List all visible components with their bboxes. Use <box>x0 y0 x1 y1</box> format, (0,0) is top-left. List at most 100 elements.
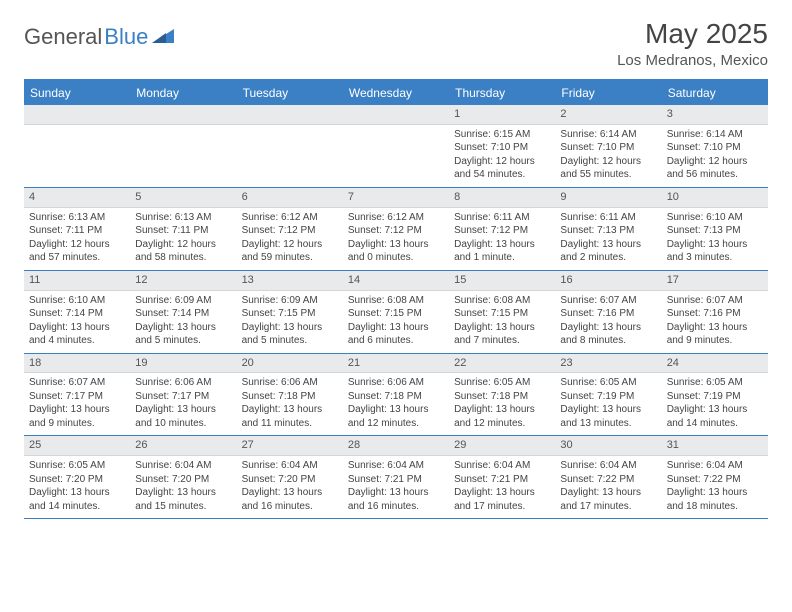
day-cell: 11Sunrise: 6:10 AMSunset: 7:14 PMDayligh… <box>24 271 130 353</box>
day-number: 13 <box>237 271 343 291</box>
day-number: 10 <box>662 188 768 208</box>
sunrise-text: Sunrise: 6:04 AM <box>667 459 763 473</box>
day-cell: 30 Sunrise: 6:04 AMSunset: 7:22 PMDayligh… <box>555 436 661 518</box>
daylight-text-1: Daylight: 13 hours <box>348 403 444 417</box>
daylight-text-1: Daylight: 12 hours <box>454 155 550 169</box>
daylight-text-1: Daylight: 13 hours <box>29 403 125 417</box>
daylight-text-2: and 57 minutes. <box>29 251 125 265</box>
daylight-text-1: Daylight: 12 hours <box>560 155 656 169</box>
daylight-text-2: and 2 minutes. <box>560 251 656 265</box>
empty-day-bar <box>343 105 449 125</box>
sunrise-text: Sunrise: 6:11 AM <box>560 211 656 225</box>
day-header: Sunday <box>24 81 130 105</box>
daylight-text-1: Daylight: 13 hours <box>560 486 656 500</box>
sunrise-text: Sunrise: 6:04 AM <box>560 459 656 473</box>
day-details: Sunrise: 6:08 AMSunset: 7:15 PMDaylight:… <box>343 291 449 353</box>
daylight-text-2: and 16 minutes. <box>348 500 444 514</box>
sunrise-text: Sunrise: 6:11 AM <box>454 211 550 225</box>
sunrise-text: Sunrise: 6:14 AM <box>667 128 763 142</box>
day-cell <box>130 105 236 187</box>
sunrise-text: Sunrise: 6:04 AM <box>135 459 231 473</box>
day-number: 27 <box>237 436 343 456</box>
sunset-text: Sunset: 7:19 PM <box>667 390 763 404</box>
sunset-text: Sunset: 7:13 PM <box>667 224 763 238</box>
day-details: Sunrise: 6:05 AMSunset: 7:19 PMDaylight:… <box>555 373 661 435</box>
daylight-text-1: Daylight: 13 hours <box>454 403 550 417</box>
sunrise-text: Sunrise: 6:13 AM <box>29 211 125 225</box>
daylight-text-2: and 13 minutes. <box>560 417 656 431</box>
daylight-text-2: and 7 minutes. <box>454 334 550 348</box>
sunset-text: Sunset: 7:18 PM <box>348 390 444 404</box>
day-cell: 21Sunrise: 6:06 AMSunset: 7:18 PMDayligh… <box>343 354 449 436</box>
day-header: Tuesday <box>237 81 343 105</box>
daylight-text-1: Daylight: 13 hours <box>242 403 338 417</box>
day-details: Sunrise: 6:12 AMSunset: 7:12 PMDaylight:… <box>343 208 449 270</box>
sunrise-text: Sunrise: 6:08 AM <box>348 294 444 308</box>
day-details: Sunrise: 6:13 AMSunset: 7:11 PMDaylight:… <box>130 208 236 270</box>
sunset-text: Sunset: 7:15 PM <box>242 307 338 321</box>
title-block: May 2025 Los Medranos, Mexico <box>617 18 768 69</box>
day-cell <box>24 105 130 187</box>
daylight-text-2: and 59 minutes. <box>242 251 338 265</box>
day-number: 29 <box>449 436 555 456</box>
daylight-text-1: Daylight: 13 hours <box>560 238 656 252</box>
day-header: Thursday <box>449 81 555 105</box>
sunrise-text: Sunrise: 6:10 AM <box>667 211 763 225</box>
daylight-text-1: Daylight: 13 hours <box>667 238 763 252</box>
sunrise-text: Sunrise: 6:06 AM <box>135 376 231 390</box>
daylight-text-2: and 5 minutes. <box>135 334 231 348</box>
daylight-text-2: and 5 minutes. <box>242 334 338 348</box>
day-number: 25 <box>24 436 130 456</box>
day-details: Sunrise: 6:04 AMSunset: 7:20 PMDaylight:… <box>237 456 343 518</box>
day-cell: 19Sunrise: 6:06 AMSunset: 7:17 PMDayligh… <box>130 354 236 436</box>
day-cell: 18Sunrise: 6:07 AMSunset: 7:17 PMDayligh… <box>24 354 130 436</box>
calendar-page: General Blue May 2025 Los Medranos, Mexi… <box>0 0 792 537</box>
daylight-text-2: and 4 minutes. <box>29 334 125 348</box>
sunrise-text: Sunrise: 6:09 AM <box>242 294 338 308</box>
sunset-text: Sunset: 7:12 PM <box>454 224 550 238</box>
daylight-text-2: and 16 minutes. <box>242 500 338 514</box>
sunrise-text: Sunrise: 6:07 AM <box>560 294 656 308</box>
sunset-text: Sunset: 7:21 PM <box>348 473 444 487</box>
sunrise-text: Sunrise: 6:05 AM <box>454 376 550 390</box>
day-number: 30 <box>555 436 661 456</box>
day-details: Sunrise: 6:14 AMSunset: 7:10 PMDaylight:… <box>662 125 768 187</box>
day-cell: 22Sunrise: 6:05 AMSunset: 7:18 PMDayligh… <box>449 354 555 436</box>
day-details: Sunrise: 6:07 AMSunset: 7:17 PMDaylight:… <box>24 373 130 435</box>
day-cell: 6Sunrise: 6:12 AMSunset: 7:12 PMDaylight… <box>237 188 343 270</box>
daylight-text-1: Daylight: 13 hours <box>454 486 550 500</box>
day-cell: 9Sunrise: 6:11 AMSunset: 7:13 PMDaylight… <box>555 188 661 270</box>
daylight-text-1: Daylight: 13 hours <box>348 238 444 252</box>
daylight-text-2: and 56 minutes. <box>667 168 763 182</box>
day-header: Wednesday <box>343 81 449 105</box>
daylight-text-1: Daylight: 12 hours <box>667 155 763 169</box>
daylight-text-2: and 54 minutes. <box>454 168 550 182</box>
day-cell: 16Sunrise: 6:07 AMSunset: 7:16 PMDayligh… <box>555 271 661 353</box>
day-cell <box>237 105 343 187</box>
sunset-text: Sunset: 7:15 PM <box>454 307 550 321</box>
daylight-text-2: and 12 minutes. <box>454 417 550 431</box>
empty-day-bar <box>24 105 130 125</box>
sunrise-text: Sunrise: 6:04 AM <box>242 459 338 473</box>
month-title: May 2025 <box>617 18 768 50</box>
day-number: 21 <box>343 354 449 374</box>
daylight-text-2: and 11 minutes. <box>242 417 338 431</box>
day-cell: 12Sunrise: 6:09 AMSunset: 7:14 PMDayligh… <box>130 271 236 353</box>
day-number: 26 <box>130 436 236 456</box>
sunset-text: Sunset: 7:21 PM <box>454 473 550 487</box>
empty-day-bar <box>130 105 236 125</box>
sunset-text: Sunset: 7:22 PM <box>667 473 763 487</box>
sunset-text: Sunset: 7:22 PM <box>560 473 656 487</box>
calendar-grid: SundayMondayTuesdayWednesdayThursdayFrid… <box>24 79 768 519</box>
day-number: 8 <box>449 188 555 208</box>
day-number: 11 <box>24 271 130 291</box>
daylight-text-2: and 3 minutes. <box>667 251 763 265</box>
daylight-text-1: Daylight: 13 hours <box>242 486 338 500</box>
daylight-text-2: and 12 minutes. <box>348 417 444 431</box>
daylight-text-1: Daylight: 12 hours <box>242 238 338 252</box>
daylight-text-2: and 0 minutes. <box>348 251 444 265</box>
day-header: Monday <box>130 81 236 105</box>
daylight-text-2: and 14 minutes. <box>29 500 125 514</box>
daylight-text-2: and 18 minutes. <box>667 500 763 514</box>
day-number: 6 <box>237 188 343 208</box>
